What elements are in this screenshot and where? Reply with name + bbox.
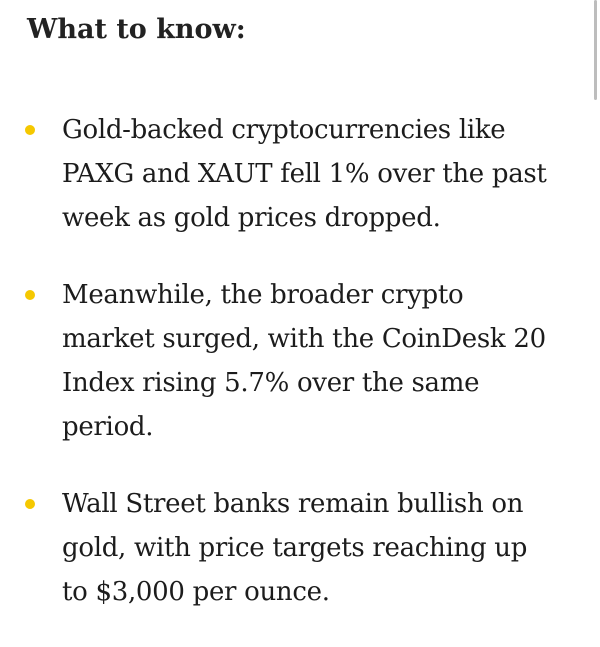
item-text-line: to $3,000 per ounce. (62, 577, 330, 607)
bullet-icon (25, 125, 35, 135)
bullet-icon (25, 499, 35, 509)
item-text-line: period. (62, 412, 154, 442)
item-text-line: week as gold prices dropped. (62, 203, 441, 233)
item-text-line: Meanwhile, the broader crypto (62, 280, 464, 310)
list-item: Wall Street banks remain bullish on gold… (0, 482, 547, 614)
item-text-line: Index rising 5.7% over the same (62, 368, 480, 398)
scrollbar[interactable] (594, 0, 597, 100)
key-points-list: Gold-backed cryptocurrencies like PAXG a… (0, 108, 547, 647)
list-item: Meanwhile, the broader crypto market sur… (0, 273, 547, 449)
bullet-icon (25, 290, 35, 300)
item-text-line: gold, with price targets reaching up (62, 533, 528, 563)
item-text-line: Wall Street banks remain bullish on (62, 489, 524, 519)
list-item: Gold-backed cryptocurrencies like PAXG a… (0, 108, 547, 240)
item-text-line: PAXG and XAUT fell 1% over the past (62, 159, 547, 189)
item-text-line: market surged, with the CoinDesk 20 (62, 324, 546, 354)
item-text-line: Gold-backed cryptocurrencies like (62, 115, 506, 145)
section-heading: What to know: (27, 14, 246, 45)
